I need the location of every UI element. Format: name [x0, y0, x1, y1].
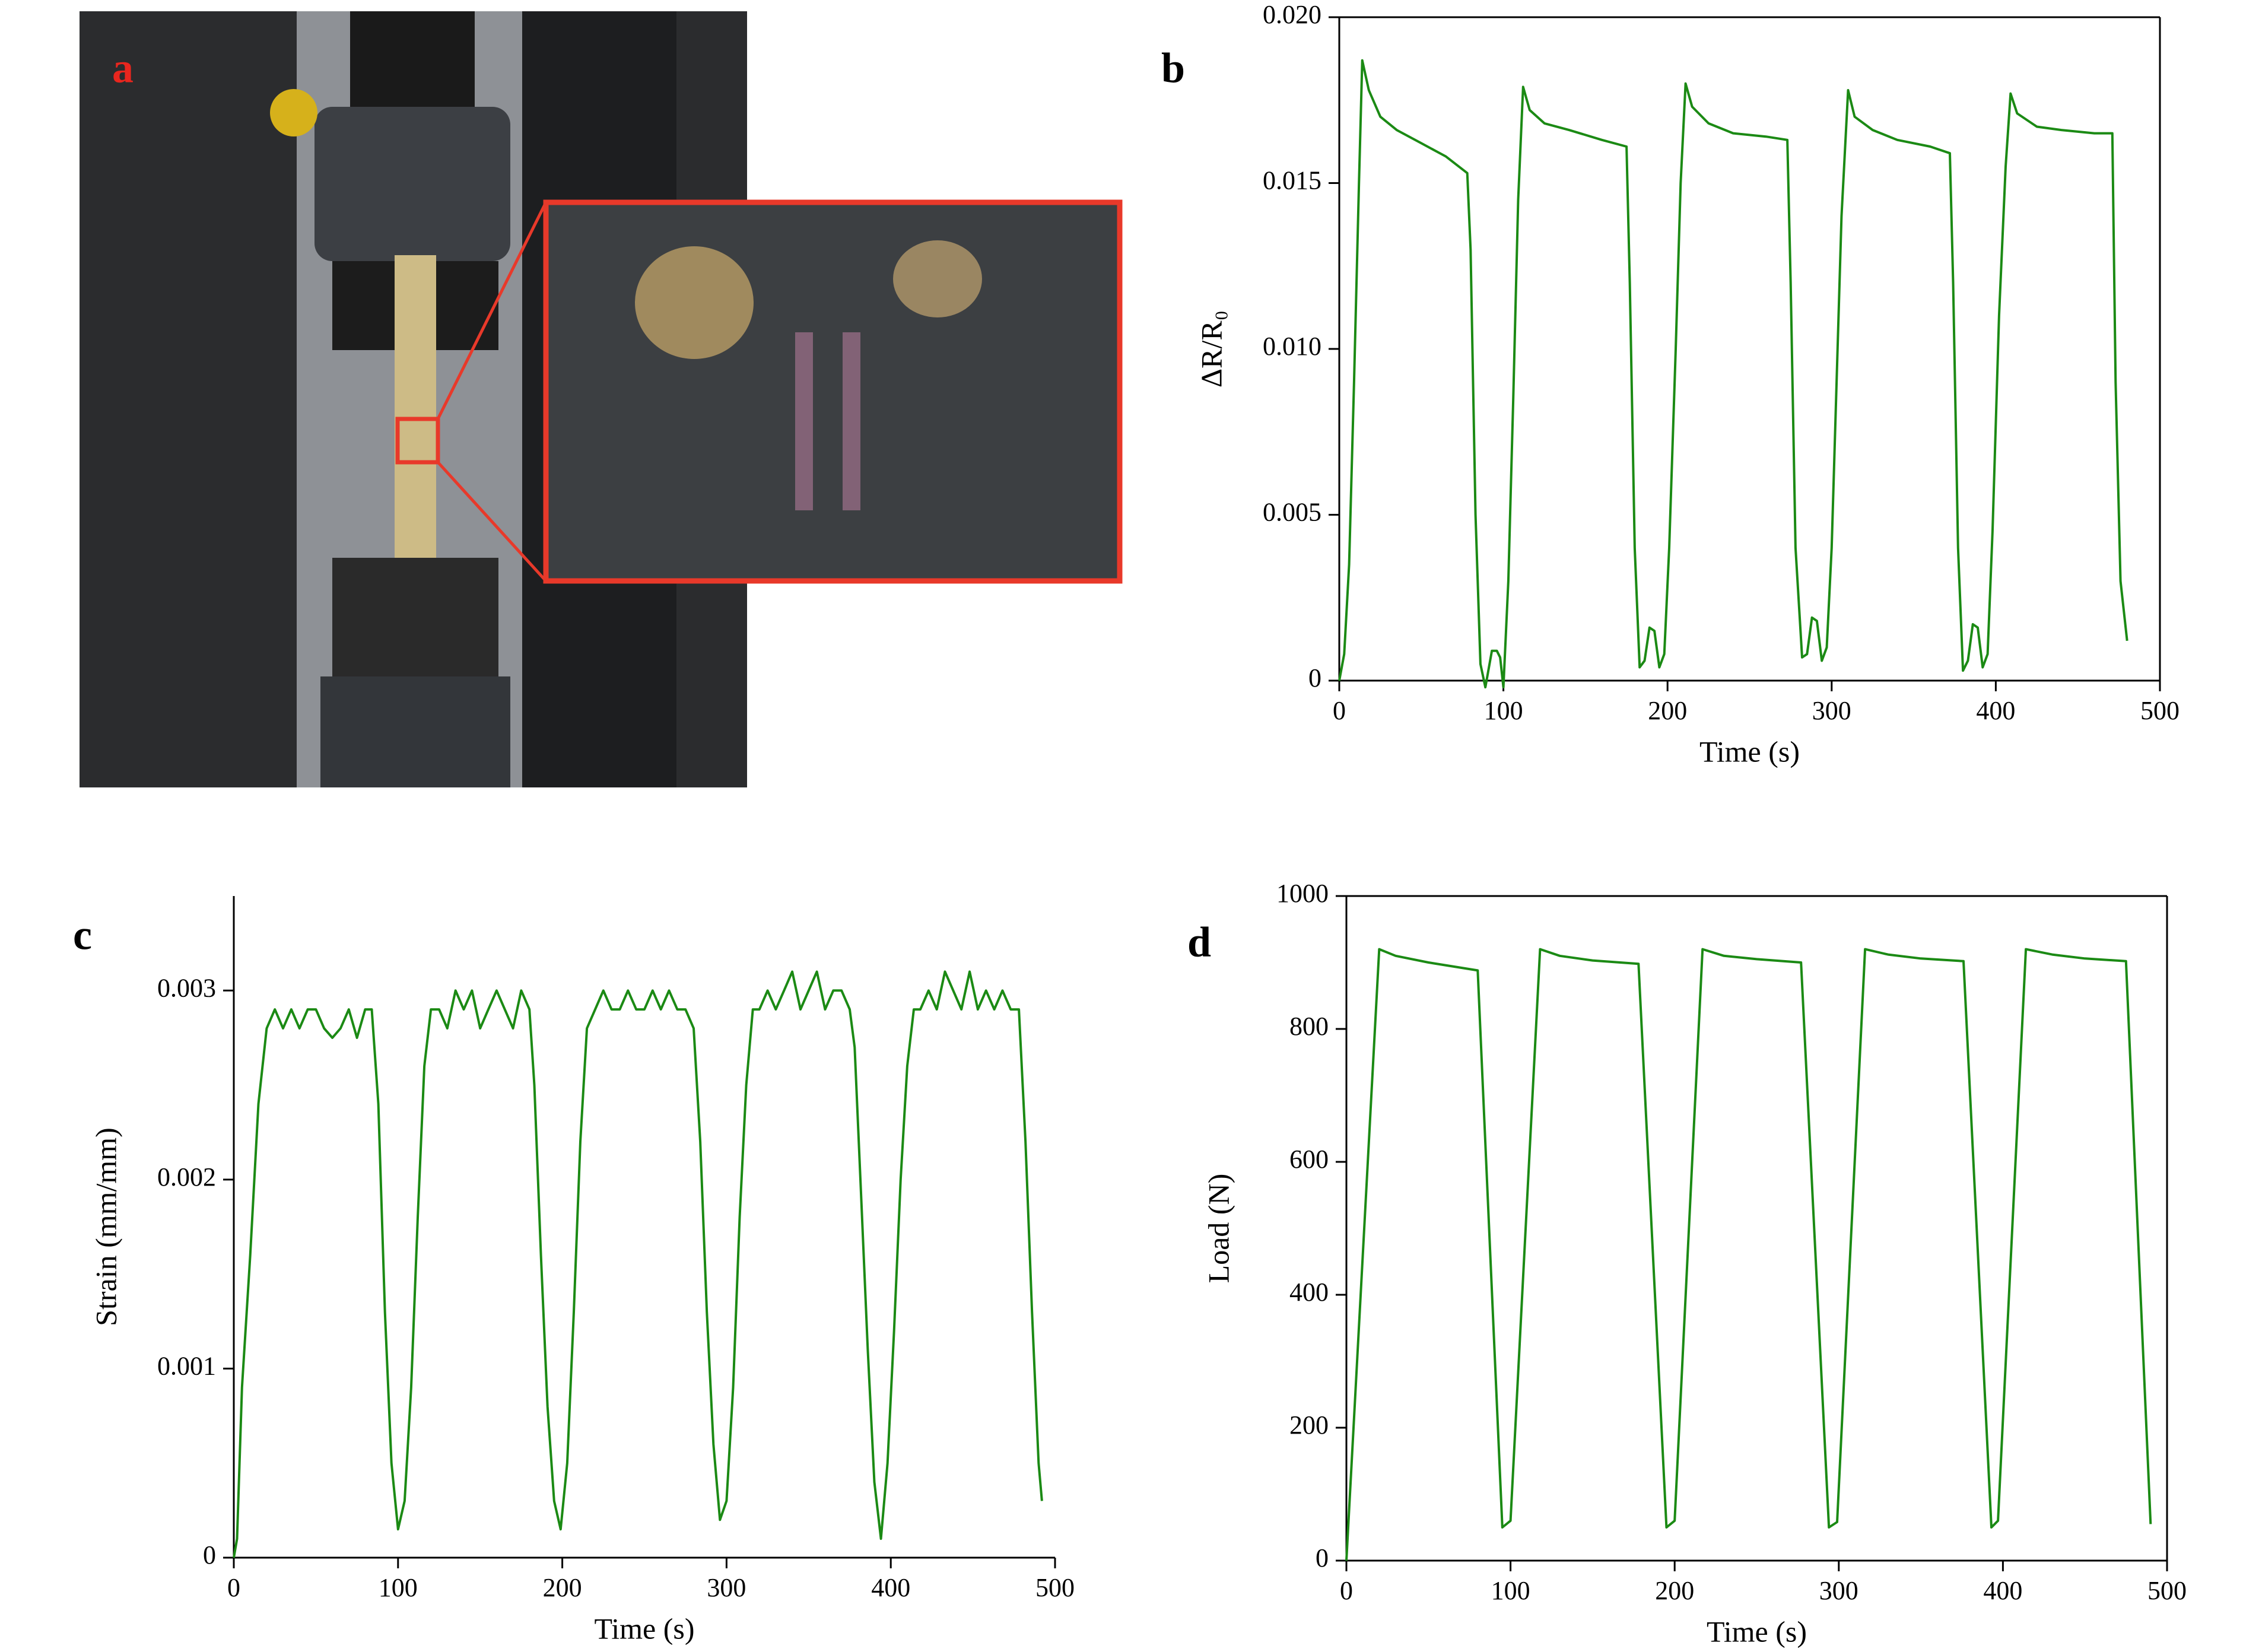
x-tick-label: 400	[1983, 1576, 2022, 1605]
y-tick-label: 0.002	[157, 1162, 216, 1192]
x-tick-label: 200	[543, 1573, 582, 1602]
x-tick-label: 300	[1812, 696, 1851, 725]
panel-label: d	[1187, 919, 1211, 966]
y-tick-label: 0	[1308, 663, 1321, 692]
chart: 0 100 200 300 400 500 0 0.001 0.002 0.003 Time (s)…	[73, 896, 1075, 1645]
y-tick-label: 400	[1289, 1278, 1329, 1307]
data-line	[233, 970, 1043, 1558]
upper-grip	[314, 107, 510, 261]
sensor-trace	[795, 332, 813, 510]
y-tick-label: 0	[1316, 1543, 1329, 1572]
x-tick-label: 100	[1491, 1576, 1530, 1605]
x-tick-label: 100	[1484, 696, 1523, 725]
y-axis-label: Strain (mm/mm)	[89, 1127, 122, 1326]
solder-pad	[635, 246, 754, 359]
solder-pad	[893, 240, 982, 317]
x-tick-label: 100	[379, 1573, 418, 1602]
sensor-trace	[843, 332, 860, 510]
x-tick-label: 200	[1648, 696, 1687, 725]
x-tick-label: 0	[1333, 696, 1346, 725]
x-tick-label: 500	[2147, 1576, 2187, 1605]
x-axis-label: Time (s)	[1707, 1615, 1807, 1648]
y-axis-label: ΔR/R₀	[1194, 310, 1228, 387]
zoom-box	[395, 417, 440, 465]
load-cell	[350, 11, 475, 112]
x-tick-label: 500	[1035, 1573, 1075, 1602]
y-tick-label: 200	[1289, 1410, 1329, 1440]
lower-grip	[320, 676, 510, 787]
chart: 0 100 200 300 400 500 0 0.005 0.010 0.015 0.020 Tim…	[1161, 0, 2180, 768]
y-tick-label: 0.003	[157, 973, 216, 1002]
x-tick-label: 0	[1340, 1576, 1353, 1605]
x-tick-label: 200	[1655, 1576, 1694, 1605]
y-tick-label: 0.010	[1263, 332, 1321, 361]
y-tick-label: 0.015	[1263, 166, 1321, 195]
knob	[270, 89, 317, 136]
x-tick-label: 0	[227, 1573, 240, 1602]
chart: 0 100 200 300 400 500 0 200 400 600 800 1000 Time (s…	[1187, 879, 2187, 1648]
x-tick-label: 400	[1976, 696, 2015, 725]
y-tick-label: 800	[1289, 1012, 1329, 1041]
y-tick-label: 0.001	[157, 1352, 216, 1381]
y-axis-label: Load (N)	[1202, 1174, 1235, 1284]
panel-label: c	[73, 911, 92, 959]
y-tick-label: 0.005	[1263, 498, 1321, 527]
photo: a	[80, 11, 1123, 787]
y-tick-label: 600	[1289, 1145, 1329, 1174]
panel-label: b	[1161, 45, 1185, 92]
data-line	[1345, 948, 2152, 1561]
zoom-connector	[436, 201, 548, 420]
y-tick-label: 1000	[1276, 879, 1329, 908]
zoom-connector	[437, 461, 547, 582]
y-tick-label: 0	[203, 1540, 216, 1570]
data-line	[1338, 59, 2128, 689]
x-axis-label: Time (s)	[1699, 735, 1800, 768]
x-tick-label: 300	[707, 1573, 746, 1602]
y-tick-label: 0.020	[1263, 0, 1321, 29]
x-axis-label: Time (s)	[594, 1612, 694, 1645]
lower-jaw	[332, 558, 498, 676]
specimen	[395, 255, 436, 564]
x-tick-label: 300	[1819, 1576, 1858, 1605]
panel-label: a	[112, 45, 134, 92]
x-tick-label: 500	[2140, 696, 2180, 725]
x-tick-label: 400	[871, 1573, 910, 1602]
inset	[543, 199, 1123, 584]
